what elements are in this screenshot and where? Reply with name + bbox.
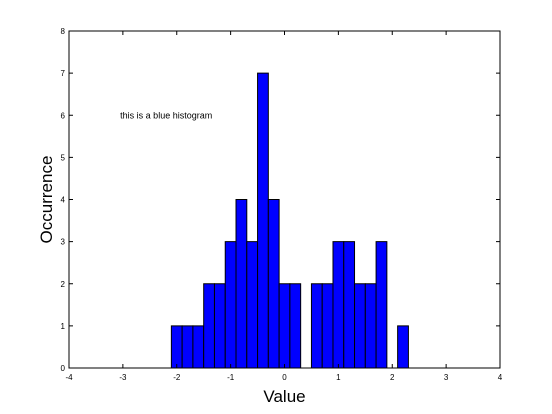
x-tick-label: 4 [498,373,503,382]
y-tick-label: 5 [61,153,66,162]
y-tick-label: 0 [61,364,66,373]
histogram-bar [364,283,377,369]
x-tick-label: 3 [444,373,449,382]
histogram-bar [278,283,291,369]
histogram-bar [181,325,194,369]
histogram-bar [235,199,248,369]
histogram-bar [397,325,409,369]
histogram-bar [224,241,237,369]
histogram-bar [289,283,302,369]
histogram-bar [267,199,280,369]
histogram-bar [257,72,269,369]
histogram-bar [203,283,215,369]
y-tick-label: 3 [61,238,66,247]
histogram-bar [321,283,334,369]
histogram-bar [310,283,323,369]
histogram-bar [332,241,345,369]
histogram-bar [246,241,259,369]
histogram-bar [192,325,205,369]
histogram-bar [354,283,366,369]
y-tick-label: 2 [61,280,66,289]
plot-area-frame [68,30,501,369]
x-tick-label: -3 [119,373,127,382]
x-axis-title: Value [263,387,305,406]
tick-labels-layer: -4 -3 -2 -1 0 1 2 3 4 0 1 2 3 4 5 6 7 8 [61,27,503,382]
x-tick-label: 2 [390,373,395,382]
x-tick-label: -1 [227,373,235,382]
annotations-layer: this is a blue histogram [120,110,212,120]
y-tick-label: 4 [61,196,66,205]
y-tick-label: 8 [61,27,66,36]
y-tick-label: 7 [61,69,66,78]
chart-annotation: this is a blue histogram [120,110,212,120]
histogram-bar [375,241,388,369]
histogram-bar [213,283,226,369]
y-axis-title: Occurrence [37,156,56,244]
histogram-bar [343,241,356,369]
x-tick-label: 1 [336,373,341,382]
x-tick-label: 0 [282,373,287,382]
histogram-bar [170,325,183,369]
x-tick-label: -4 [65,373,73,382]
y-tick-label: 6 [61,111,66,120]
y-tick-label: 1 [61,322,66,331]
x-tick-label: -2 [173,373,181,382]
